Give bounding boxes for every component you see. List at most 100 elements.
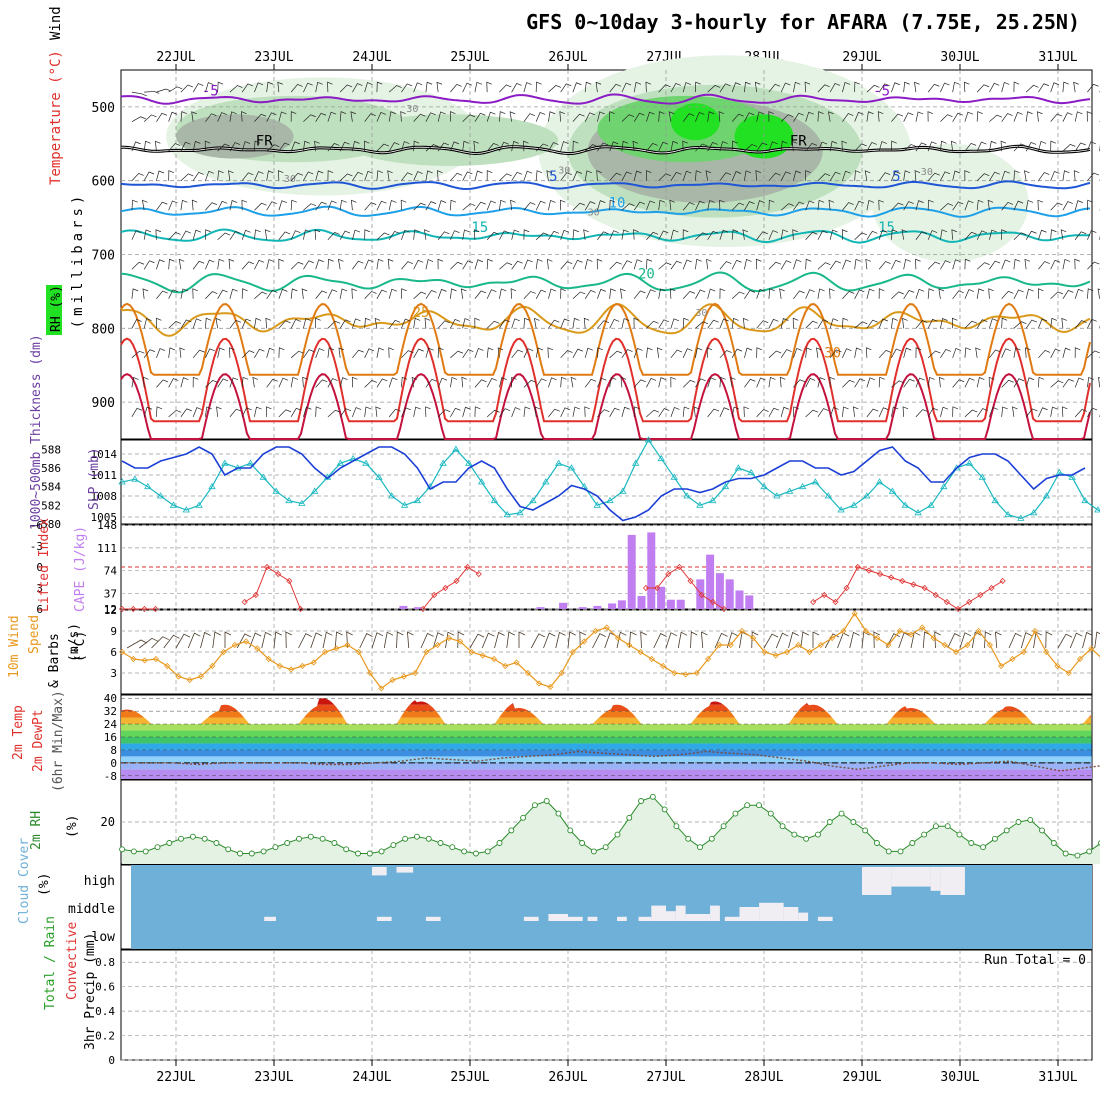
wind-barb	[181, 200, 188, 210]
wind-barb	[695, 259, 701, 269]
wind-barb	[352, 350, 363, 358]
wind-barb	[512, 408, 521, 417]
wind-barb	[156, 318, 161, 328]
wind-barb	[1051, 292, 1063, 299]
wind-barb	[1063, 290, 1073, 298]
wind-barb	[377, 348, 384, 358]
wind-barb	[132, 408, 142, 417]
cloud-block	[639, 917, 652, 921]
y-tick-label: 700	[92, 249, 115, 264]
wind-barb	[1075, 378, 1084, 387]
wind-barb	[265, 230, 270, 240]
wind-barb	[903, 407, 908, 417]
rh-marker	[568, 828, 573, 833]
wind-barb	[573, 318, 580, 328]
wind-barb	[1002, 260, 1011, 269]
wind-barb	[1070, 633, 1082, 648]
cloud-block	[818, 917, 833, 921]
wind-barb	[524, 114, 535, 122]
top-date-label: 24JUL	[352, 50, 391, 65]
temp-band	[121, 705, 1092, 711]
wind-barb	[205, 260, 214, 269]
wind-barb	[634, 291, 645, 299]
wind-barb	[360, 634, 373, 648]
wind-barb	[948, 634, 961, 648]
cape-bar	[618, 600, 626, 609]
wind-barb	[806, 348, 812, 358]
rh-marker	[450, 845, 455, 850]
wind-barb	[144, 261, 154, 270]
wind-barb	[806, 321, 818, 328]
wind-barb	[180, 348, 185, 358]
wind-barb	[475, 380, 487, 388]
rh-marker	[603, 845, 608, 850]
wind-barb	[1026, 85, 1038, 92]
wind-barb	[152, 637, 169, 648]
cloud-block	[710, 906, 720, 921]
cloud-block	[588, 917, 598, 921]
wind-barb	[904, 82, 910, 92]
wind-barb	[842, 291, 854, 298]
rh-marker	[650, 794, 655, 799]
rh-marker	[886, 849, 891, 854]
wind-barb	[720, 408, 729, 417]
rh-marker	[344, 847, 349, 852]
precip-tick: 0	[108, 1054, 115, 1067]
wind-barb	[230, 409, 241, 417]
wind-barb	[904, 113, 914, 122]
rh-tick: 20	[101, 815, 115, 829]
wind-barb	[512, 261, 523, 269]
rh-marker	[485, 849, 490, 854]
wind-barb	[302, 289, 307, 299]
wind-barb	[1075, 409, 1087, 416]
cloud-block	[264, 917, 276, 921]
cape-tick: 111	[97, 542, 117, 555]
wind-barb	[156, 202, 167, 210]
temp-tick: 32	[104, 705, 117, 718]
cape-bar	[608, 603, 616, 609]
wind-barb	[1013, 407, 1018, 417]
wind-barb	[487, 201, 496, 210]
wind-barb	[707, 259, 712, 269]
wind-barb	[144, 172, 154, 181]
wind-barb	[561, 377, 567, 387]
wind-barb	[279, 201, 287, 211]
wind-barb	[475, 407, 480, 417]
thickness-tick: 584	[41, 481, 61, 494]
precip-tick: 0.2	[95, 1030, 115, 1043]
wind-barb	[597, 289, 605, 298]
wind-barb	[928, 112, 933, 122]
wind-barb	[634, 380, 646, 388]
cloud-block	[891, 867, 930, 887]
rh-marker	[297, 836, 302, 841]
wind-barb	[683, 380, 695, 387]
wind-barb	[401, 262, 413, 270]
wind-barb	[671, 377, 676, 387]
bottom-date-label: 28JUL	[744, 1070, 783, 1085]
wind-barb	[659, 320, 669, 329]
temp-band	[121, 731, 1092, 737]
wind-barb	[438, 201, 446, 211]
wind-barb	[1063, 171, 1070, 181]
cape-bar	[677, 600, 685, 609]
wind-barb	[524, 260, 533, 269]
cloud-block	[617, 917, 627, 921]
cloud-block	[377, 917, 392, 921]
wind-barb	[855, 259, 861, 269]
wind-barb	[744, 348, 752, 358]
wind-barb	[169, 321, 181, 328]
rh-marker	[981, 845, 986, 850]
wind-barb	[279, 378, 288, 387]
cloud-block	[931, 867, 941, 891]
wind-barb	[561, 408, 570, 417]
wind-barb	[610, 408, 620, 417]
wind-barb	[365, 349, 374, 358]
wind-barb	[156, 171, 164, 181]
axis-label-barbs: & Barbs	[47, 633, 62, 688]
wind-barb	[156, 407, 162, 417]
wind-barb	[1002, 407, 1008, 417]
wind-barb	[414, 407, 421, 417]
wind-barb	[1063, 348, 1071, 358]
wind-barb	[939, 289, 944, 299]
wind-barb	[867, 289, 875, 299]
